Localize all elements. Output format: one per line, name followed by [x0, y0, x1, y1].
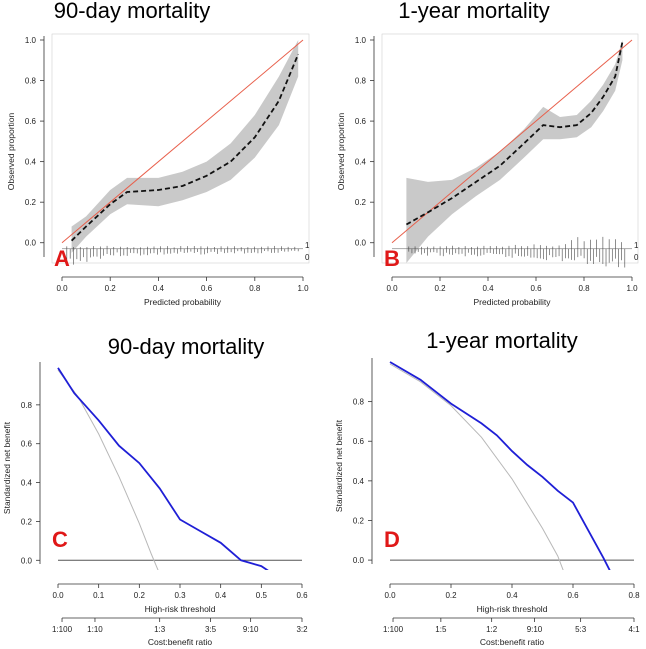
- y-tick-label: 0.0: [21, 556, 33, 565]
- x-tick-label: 0.2: [434, 284, 446, 293]
- x-tick-label: 0.0: [386, 284, 398, 293]
- x-tick-label: 0.6: [201, 284, 213, 293]
- panel-letter: C: [52, 527, 68, 552]
- panel-letter: B: [384, 246, 400, 271]
- y-tick-label: 0.0: [355, 239, 367, 248]
- x2-tick-label: 3:5: [205, 625, 217, 634]
- x2-axis-label: Cost:benefit ratio: [148, 637, 213, 647]
- y-tick-label: 0.4: [355, 158, 367, 167]
- x2-tick-label: 9:10: [527, 625, 543, 634]
- x2-tick-label: 1:100: [52, 625, 73, 634]
- treat-all-curve: [57, 369, 159, 570]
- x-tick-label: 0.2: [445, 591, 457, 600]
- x2-tick-label: 1:5: [435, 625, 447, 634]
- x-tick-label: 0.5: [256, 591, 268, 600]
- x-tick-label: 1.0: [297, 284, 309, 293]
- x-tick-label: 0.8: [249, 284, 261, 293]
- confidence-band: [71, 40, 299, 253]
- x-tick-label: 0.6: [530, 284, 542, 293]
- y-tick-label: 0.2: [353, 516, 365, 525]
- panel-a: 90-day mortality 0.0 0.2 0.4 0.6 0.8 1.0 Observ…: [6, 0, 310, 307]
- y-tick-label: 0.2: [21, 517, 33, 526]
- rug-label-1: 1: [634, 241, 639, 250]
- y-axis-label: Standardized net benefit: [334, 419, 344, 512]
- x-axis-label: Predicted probability: [144, 297, 222, 307]
- x-tick-label: 0.0: [384, 591, 396, 600]
- calibration-curve: [405, 41, 624, 226]
- x2-tick-label: 3:2: [296, 625, 308, 634]
- y-tick-label: 0.6: [353, 437, 365, 446]
- rug-label-1: 1: [305, 241, 310, 250]
- x-tick-label: 0.4: [506, 591, 518, 600]
- panel-letter: D: [384, 527, 400, 552]
- x-tick-label: 0.1: [93, 591, 105, 600]
- x2-tick-label: 1:3: [154, 625, 166, 634]
- y-tick-label: 0.0: [25, 239, 37, 248]
- rug-label-0: 0: [634, 253, 639, 262]
- x-axis-label: High-risk threshold: [145, 604, 216, 614]
- panel-c: 90-day mortality 0.0 0.2 0.4 0.6 0.8 Standardi…: [2, 334, 308, 647]
- y-tick-label: 0.6: [21, 440, 33, 449]
- x2-tick-label: 1:10: [87, 625, 103, 634]
- x2-axis-label: Cost:benefit ratio: [480, 637, 545, 647]
- y-tick-label: 0.4: [25, 158, 37, 167]
- y-tick-label: 0.6: [355, 117, 367, 126]
- y-tick-label: 0.8: [21, 401, 33, 410]
- y-tick-label: 0.0: [353, 556, 365, 565]
- y-tick-label: 0.4: [353, 477, 365, 486]
- panel-letter: A: [54, 246, 70, 271]
- y-tick-label: 0.6: [25, 117, 37, 126]
- rug-label-0: 0: [305, 253, 310, 262]
- x-tick-label: 0.8: [578, 284, 590, 293]
- x2-tick-label: 4:1: [628, 625, 640, 634]
- x-tick-label: 0.4: [482, 284, 494, 293]
- ideal-calibration-line: [61, 39, 304, 244]
- x-tick-label: 0.6: [296, 591, 308, 600]
- plot-frame: [381, 33, 639, 264]
- y-tick-label: 0.8: [353, 398, 365, 407]
- y-tick-label: 0.2: [355, 198, 367, 207]
- x2-tick-label: 9:10: [243, 625, 259, 634]
- x-tick-label: 0.2: [105, 284, 117, 293]
- treat-all-curve: [389, 363, 564, 570]
- x2-tick-label: 1:2: [486, 625, 498, 634]
- x-tick-label: 0.6: [567, 591, 579, 600]
- y-tick-label: 1.0: [25, 36, 37, 45]
- panel-d: 1-year mortality 0.0 0.2 0.4 0.6 0.8 Standardi…: [334, 328, 640, 647]
- y-tick-label: 0.2: [25, 198, 37, 207]
- y-tick-label: 0.8: [25, 77, 37, 86]
- y-tick-label: 1.0: [355, 36, 367, 45]
- chart-title: 90-day mortality: [54, 0, 211, 23]
- x-tick-label: 0.4: [153, 284, 165, 293]
- chart-title: 1-year mortality: [398, 0, 550, 23]
- y-axis-label: Observed proportion: [6, 112, 16, 190]
- ideal-calibration-line: [391, 39, 633, 244]
- x-axis-label: Predicted probability: [473, 297, 551, 307]
- calibration-curve: [70, 53, 300, 242]
- y-tick-label: 0.8: [355, 77, 367, 86]
- x-tick-label: 0.4: [215, 591, 227, 600]
- panel-b: 1-year mortality 0.0 0.2 0.4 0.6 0.8 1.0 Observ…: [336, 0, 639, 307]
- y-axis-label: Standardized net benefit: [2, 421, 12, 514]
- x-tick-label: 0.8: [628, 591, 640, 600]
- chart-title: 90-day mortality: [108, 334, 265, 359]
- plot-frame: [51, 33, 310, 264]
- y-axis-label: Observed proportion: [336, 112, 346, 190]
- x-axis-label: High-risk threshold: [477, 604, 548, 614]
- x2-tick-label: 5:3: [575, 625, 587, 634]
- x-tick-label: 0.3: [174, 591, 186, 600]
- x2-tick-label: 1:100: [383, 625, 404, 634]
- y-tick-label: 0.4: [21, 479, 33, 488]
- x-tick-label: 0.0: [52, 591, 64, 600]
- x-tick-label: 1.0: [626, 284, 638, 293]
- chart-title: 1-year mortality: [426, 328, 578, 353]
- x-tick-label: 0.0: [56, 284, 68, 293]
- model-net-benefit-curve: [389, 361, 611, 570]
- x-tick-label: 0.2: [134, 591, 146, 600]
- model-net-benefit-curve: [57, 367, 269, 570]
